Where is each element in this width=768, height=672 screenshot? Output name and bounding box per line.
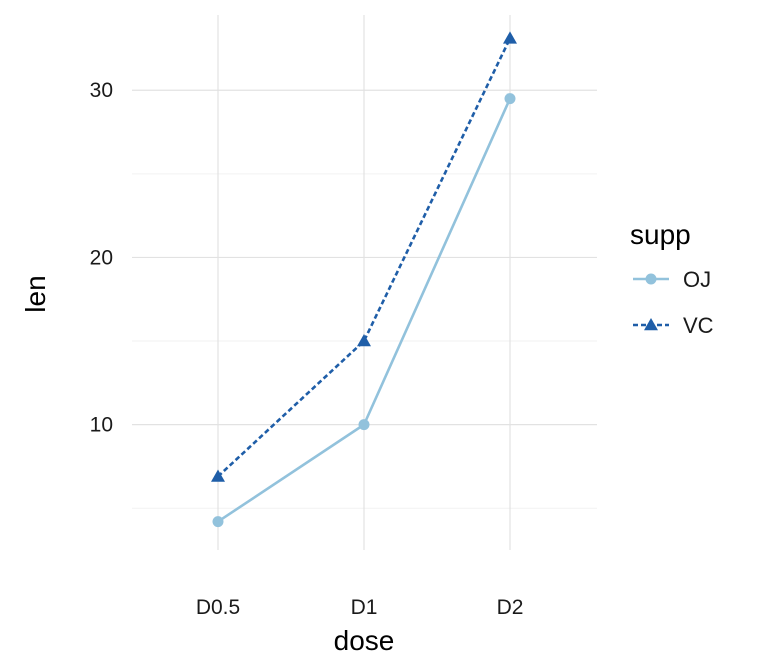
legend: supp OJ VC	[630, 219, 714, 338]
x-tick-label-D0.5: D0.5	[196, 596, 240, 619]
legend-title: supp	[630, 219, 691, 250]
data-point-oj-D0.5	[212, 516, 224, 528]
legend-label-vc: VC	[683, 313, 714, 338]
major-gridlines	[132, 15, 597, 550]
y-tick-label-30: 30	[90, 79, 113, 102]
legend-item-vc: VC	[633, 313, 714, 338]
x-tick-label-D2: D2	[497, 596, 524, 619]
x-axis-title: dose	[334, 625, 395, 656]
y-tick-label-20: 20	[90, 246, 113, 269]
data-point-oj-D1	[358, 419, 370, 431]
y-axis-title: len	[20, 275, 51, 312]
data-point-vc-D1	[357, 334, 371, 347]
legend-items: OJ VC	[633, 267, 714, 338]
legend-item-oj: OJ	[633, 267, 711, 292]
y-axis-tick-labels: 10 20 30	[90, 79, 113, 436]
legend-label-oj: OJ	[683, 267, 711, 292]
y-tick-label-10: 10	[90, 414, 113, 437]
data-point-vc-D2	[503, 31, 517, 44]
data-point-oj-D2	[504, 93, 516, 105]
series-vc	[211, 31, 517, 482]
data-point-vc-D0.5	[211, 469, 225, 482]
series-oj	[212, 93, 516, 528]
series-line-vc	[217, 37, 512, 478]
x-axis-tick-labels: D0.5 D1 D2	[196, 596, 524, 619]
series-layer	[211, 31, 517, 528]
x-tick-label-D1: D1	[351, 596, 378, 619]
legend-marker-oj	[645, 273, 657, 285]
legend-marker-vc	[644, 318, 658, 331]
